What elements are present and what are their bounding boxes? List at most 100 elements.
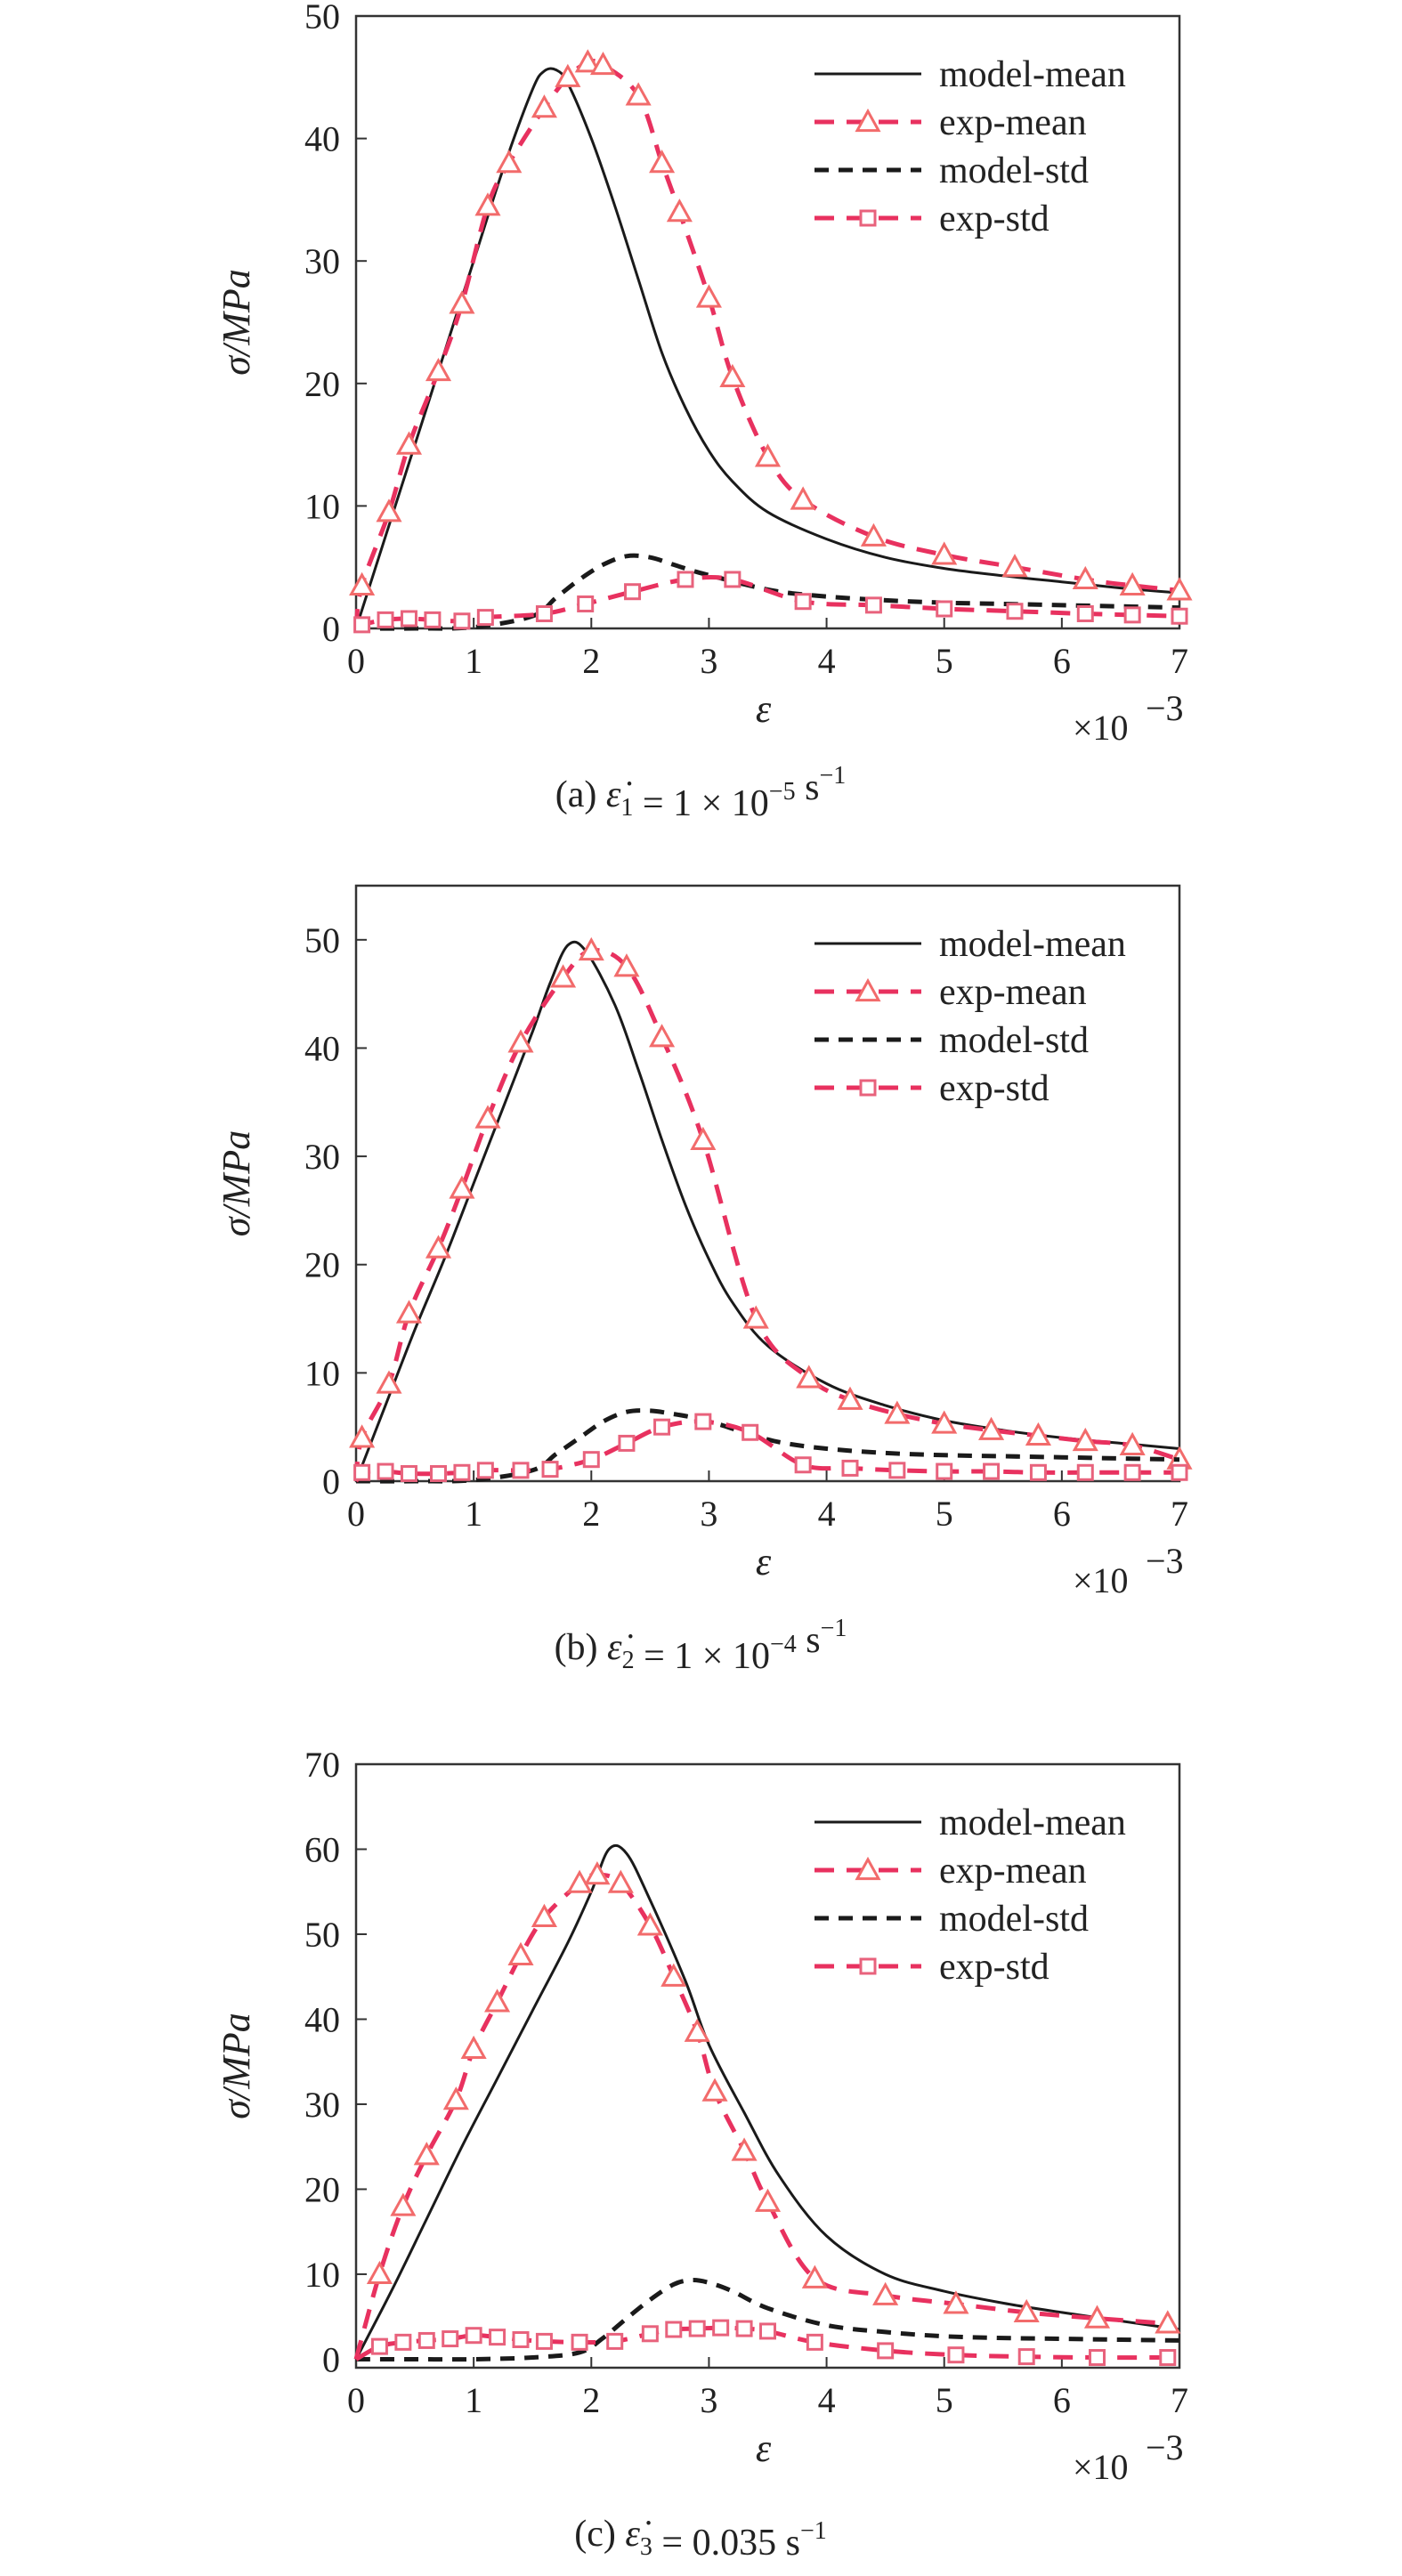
data-point — [394, 2333, 412, 2351]
data-point — [571, 2333, 588, 2351]
series-exp-mean — [353, 1861, 1181, 2361]
data-point — [430, 1464, 447, 1482]
legend: model-mean exp-mean model-std exp-std — [814, 54, 1126, 239]
data-point — [677, 571, 694, 588]
x-multiplier-base: ×10 — [1073, 1560, 1129, 1600]
data-point — [453, 612, 471, 630]
caption-part: −1 — [819, 762, 846, 790]
x-axis-label: ε — [756, 1540, 772, 1584]
x-tick-label: 7 — [1171, 1494, 1188, 1534]
data-point — [465, 2327, 482, 2345]
data-point — [688, 2320, 706, 2337]
data-point — [684, 2018, 710, 2042]
series-line — [353, 58, 1180, 629]
x-tick-label: 6 — [1053, 1494, 1071, 1534]
caption-part: (c) — [574, 2514, 625, 2555]
data-point — [460, 2035, 487, 2060]
legend-label-exp-std: exp-std — [939, 198, 1049, 239]
data-point — [624, 583, 642, 601]
y-tick-label: 10 — [304, 1353, 340, 1393]
legend-label-exp-mean: exp-mean — [939, 972, 1087, 1013]
data-point — [719, 363, 746, 388]
y-tick-label: 50 — [304, 920, 340, 960]
series-exp-std — [353, 571, 1188, 634]
data-point — [1083, 2305, 1111, 2329]
data-point — [474, 192, 501, 216]
series-model-std — [355, 2278, 1180, 2362]
caption-part: 0.035 — [693, 2523, 777, 2564]
y-tick-label: 30 — [304, 1137, 340, 1177]
data-point — [701, 2078, 728, 2102]
x-axis: 0 1 2 3 4 5 6 7 — [347, 2357, 1188, 2420]
x-tick-label: 4 — [818, 641, 836, 681]
series-model-mean — [354, 1843, 1180, 2361]
data-point — [1119, 1431, 1146, 1455]
data-point — [366, 2260, 393, 2285]
data-point — [582, 1451, 600, 1469]
data-point — [724, 571, 742, 588]
series-line — [354, 1843, 1180, 2361]
caption-part: = — [635, 1636, 675, 1677]
data-point — [1123, 606, 1141, 624]
x-multiplier: ×10 −3 — [1073, 1541, 1184, 1600]
plot-frame — [354, 14, 1181, 630]
y-tick-label: 10 — [304, 2255, 340, 2295]
data-point — [1006, 603, 1024, 620]
series-exp-std — [353, 1413, 1188, 1483]
x-tick-label: 0 — [347, 1494, 365, 1534]
x-tick-label: 3 — [700, 1494, 717, 1534]
y-tick-label: 30 — [304, 241, 340, 281]
y-tick-label: 40 — [304, 119, 340, 159]
legend-label-model-std: model-std — [939, 1020, 1089, 1061]
data-point — [947, 2346, 965, 2364]
caption-part: −5 — [769, 778, 796, 806]
y-tick-label: 20 — [304, 364, 340, 404]
series-exp-mean — [349, 936, 1193, 1482]
chart-panel-b: 0 1 2 3 4 5 6 7 0 10 20 30 40 50 ε σ/MPa ×10 −3 model-mean… — [0, 855, 1402, 1709]
x-multiplier-exponent: −3 — [1146, 2427, 1184, 2467]
data-point — [413, 2142, 440, 2166]
y-tick-label: 20 — [304, 2169, 340, 2209]
data-point — [636, 1912, 663, 1936]
data-point — [1166, 577, 1193, 601]
data-point — [806, 2333, 823, 2351]
x-tick-label: 4 — [818, 1494, 836, 1534]
legend: model-mean exp-mean model-std exp-std — [814, 1802, 1126, 1988]
data-point — [872, 2281, 899, 2305]
data-point — [395, 1300, 423, 1324]
x-multiplier-base: ×10 — [1073, 708, 1129, 748]
chart-svg-a: 0 1 2 3 4 5 6 7 0 10 20 30 40 50 ε σ/MPa ×10 −3 model-mean… — [215, 0, 1193, 824]
x-axis: 0 1 2 3 4 5 6 7 — [347, 618, 1188, 681]
chart-svg-b: 0 1 2 3 4 5 6 7 0 10 20 30 40 50 ε σ/MPa ×10 −3 model-mean… — [215, 884, 1193, 1677]
caption-part: 3 — [640, 2533, 652, 2561]
chart-panel-c: 0 1 2 3 4 5 6 7 0 10 20 30 40 50 60 70 ε σ/MPa ×10 −3 model-… — [0, 1709, 1402, 2576]
data-point — [512, 2330, 530, 2348]
data-point — [754, 443, 782, 467]
data-point — [649, 1024, 676, 1048]
y-axis: 0 10 20 30 40 50 — [304, 0, 367, 649]
data-point — [1123, 1463, 1141, 1481]
data-point — [1119, 571, 1146, 595]
data-point — [625, 82, 652, 106]
x-tick-label: 3 — [700, 641, 717, 681]
data-point — [801, 2264, 828, 2288]
x-tick-label: 1 — [465, 641, 482, 681]
data-point — [376, 1370, 402, 1394]
caption-part: 1 × 10 — [673, 783, 769, 824]
data-point — [377, 1462, 394, 1480]
data-point — [453, 1463, 471, 1481]
legend-marker-triangle-icon — [855, 1856, 881, 1881]
data-point — [417, 2331, 435, 2349]
data-point — [665, 2321, 683, 2338]
data-point — [349, 571, 376, 595]
data-point — [353, 616, 371, 634]
data-point — [370, 2337, 388, 2355]
x-tick-label: 6 — [1053, 2380, 1071, 2420]
caption-part: s — [797, 1620, 821, 1661]
data-point — [496, 150, 523, 174]
caption-part: s — [776, 2523, 800, 2564]
data-point — [731, 2137, 758, 2161]
data-point — [759, 2322, 776, 2340]
plot-frame — [354, 884, 1181, 1483]
data-point — [690, 1126, 717, 1150]
